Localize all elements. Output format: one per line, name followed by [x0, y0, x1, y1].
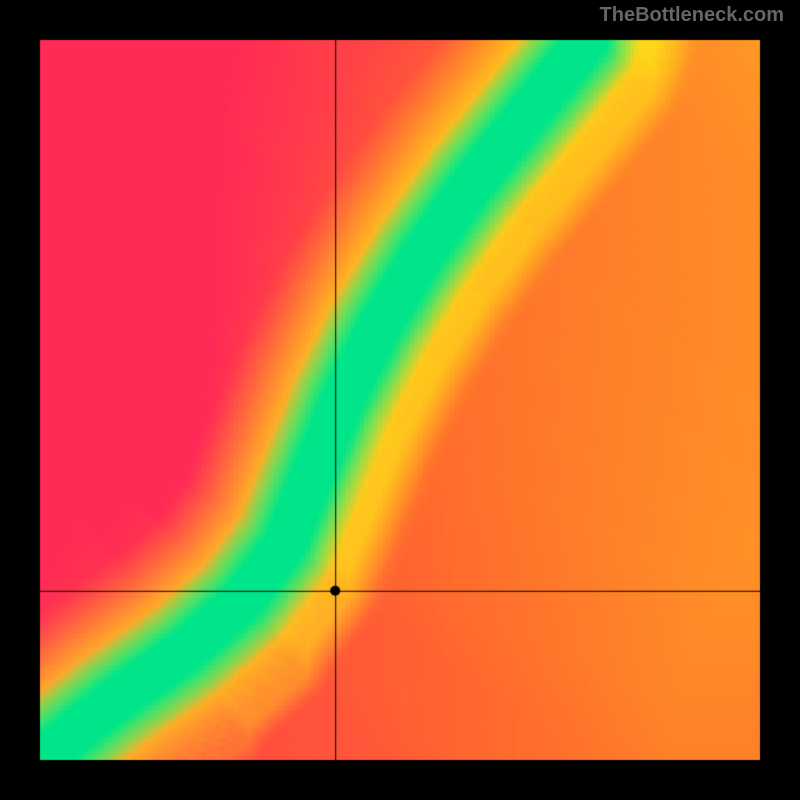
watermark-text: TheBottleneck.com	[600, 4, 784, 27]
bottleneck-heatmap	[0, 0, 800, 800]
